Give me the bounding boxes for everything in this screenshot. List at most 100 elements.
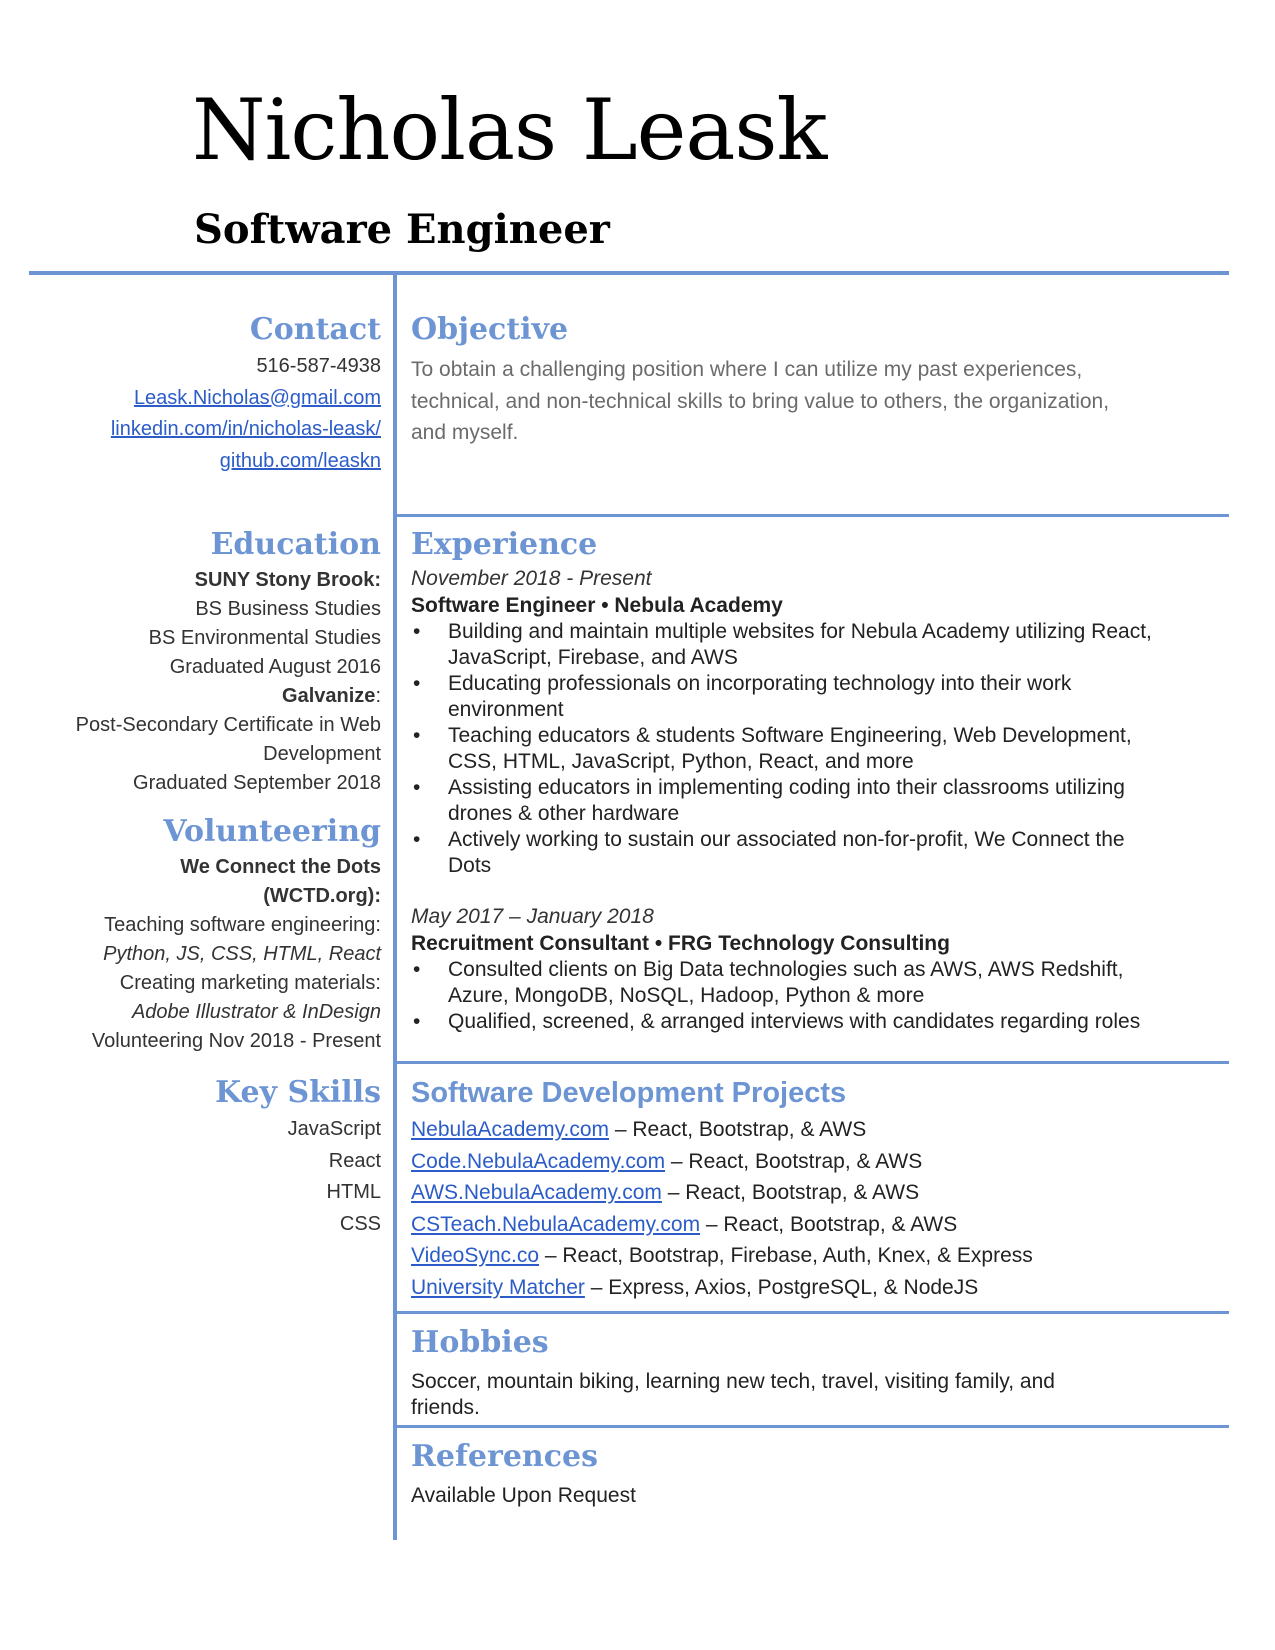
project-tech: – React, Bootstrap, & AWS (700, 1212, 958, 1236)
job-bullet: Teaching educators & students Software E… (411, 723, 1221, 775)
volunteering-org-line-1: We Connect the Dots (180, 856, 381, 878)
contact-phone: 516-587-4938 (256, 355, 381, 377)
job-bullets: Consulted clients on Big Data technologi… (411, 957, 1221, 1035)
skills-section: Key Skills JavaScript React HTML CSS (215, 1073, 381, 1240)
skill-item: CSS (339, 1212, 381, 1235)
objective-line: To obtain a challenging position where I… (411, 358, 1083, 381)
section-divider-references (397, 1425, 1229, 1428)
education-school-2-line: Galvanize: (76, 682, 381, 711)
project-tech: – React, Bootstrap, Firebase, Auth, Knex… (539, 1244, 1033, 1267)
bullet-line: Qualified, screened, & arranged intervie… (448, 1010, 1141, 1033)
resume-title: Software Engineer (194, 206, 610, 253)
section-divider-experience (397, 514, 1229, 517)
volunteering-section: Volunteering We Connect the Dots (WCTD.o… (92, 812, 381, 1056)
column-divider (393, 275, 397, 1540)
volunteering-line-4: Adobe Illustrator & InDesign (131, 1001, 381, 1023)
project-item: AWS.NebulaAcademy.com – React, Bootstrap… (411, 1177, 1221, 1209)
job-bullet: Assisting educators in implementing codi… (411, 775, 1221, 827)
header-divider (29, 271, 1229, 275)
skill-item: HTML (326, 1181, 381, 1203)
contact-email-link[interactable]: Leask.Nicholas@gmail.com (133, 386, 381, 409)
volunteering-line-2: Python, JS, CSS, HTML, React (103, 943, 381, 965)
hobbies-text: Soccer, mountain biking, learning new te… (411, 1369, 1221, 1421)
project-tech: – React, Bootstrap, & AWS (661, 1181, 920, 1204)
hobbies-line: friends. (411, 1396, 480, 1419)
hobbies-section: Hobbies Soccer, mountain biking, learnin… (411, 1323, 1221, 1421)
job-bullet: Educating professionals on incorporating… (411, 671, 1221, 723)
project-tech: – React, Bootstrap, & AWS (609, 1118, 867, 1141)
contact-github-link[interactable]: github.com/leaskn (219, 449, 381, 472)
objective-section: Objective To obtain a challenging positi… (411, 310, 1221, 449)
bullet-line: Azure, MongoDB, NoSQL, Hadoop, Python & … (448, 984, 925, 1007)
volunteering-line-3: Creating marketing materials: (119, 972, 381, 994)
education-grad-1: Graduated August 2016 (169, 656, 381, 678)
project-item: VideoSync.co – React, Bootstrap, Firebas… (411, 1240, 1221, 1272)
job-bullet: Actively working to sustain our associat… (411, 827, 1221, 879)
bullet-line: drones & other hardware (448, 802, 680, 825)
project-link[interactable]: CSTeach.NebulaAcademy.com (411, 1212, 701, 1236)
project-item: CSTeach.NebulaAcademy.com – React, Boots… (411, 1209, 1221, 1241)
experience-section: Experience November 2018 - Present Softw… (411, 525, 1221, 1035)
project-link[interactable]: AWS.NebulaAcademy.com (411, 1181, 662, 1204)
references-heading: References (411, 1439, 598, 1474)
projects-section: Software Development Projects NebulaAcad… (411, 1073, 1221, 1303)
objective-text: To obtain a challenging position where I… (411, 354, 1221, 449)
hobbies-line: Soccer, mountain biking, learning new te… (411, 1370, 1055, 1393)
job-role: Recruitment Consultant • FRG Technology … (411, 932, 950, 955)
contact-heading: Contact (249, 312, 381, 347)
bullet-line: JavaScript, Firebase, and AWS (448, 646, 738, 669)
bullet-line: Teaching educators & students Software E… (448, 724, 1132, 747)
education-section: Education SUNY Stony Brook: BS Business … (76, 525, 381, 798)
skills-heading: Key Skills (215, 1075, 381, 1110)
job-dates: November 2018 - Present (411, 567, 652, 590)
contact-linkedin-link[interactable]: linkedin.com/in/nicholas-leask/ (110, 418, 381, 440)
volunteering-org-line-2: (WCTD.org): (263, 885, 381, 907)
project-link[interactable]: VideoSync.co (411, 1244, 540, 1267)
project-tech: – React, Bootstrap, & AWS (665, 1149, 923, 1173)
project-item: NebulaAcademy.com – React, Bootstrap, & … (411, 1114, 1221, 1146)
job-bullet: Building and maintain multiple websites … (411, 619, 1221, 671)
projects-list: NebulaAcademy.com – React, Bootstrap, & … (411, 1114, 1221, 1303)
education-grad-2: Graduated September 2018 (133, 772, 381, 794)
hobbies-heading: Hobbies (411, 1325, 549, 1360)
contact-section: Contact 516-587-4938 Leask.Nicholas@gmai… (111, 310, 381, 477)
job-role: Software Engineer • Nebula Academy (411, 594, 783, 617)
skill-item: React (328, 1149, 381, 1172)
job-entry: November 2018 - Present Software Enginee… (411, 565, 1221, 879)
job-bullets: Building and maintain multiple websites … (411, 619, 1221, 879)
projects-heading: Software Development Projects (411, 1077, 847, 1109)
section-divider-projects (397, 1061, 1229, 1064)
bullet-line: Building and maintain multiple websites … (448, 620, 1152, 643)
job-bullet: Consulted clients on Big Data technologi… (411, 957, 1221, 1009)
project-item: University Matcher – Express, Axios, Pos… (411, 1272, 1221, 1304)
education-heading: Education (210, 527, 381, 562)
experience-heading: Experience (411, 527, 598, 562)
bullet-line: Dots (448, 854, 492, 877)
bullet-line: CSS, HTML, JavaScript, Python, React, an… (448, 750, 914, 773)
education-cert-line-2: Development (263, 743, 381, 765)
objective-line: technical, and non-technical skills to b… (411, 389, 1110, 413)
resume-name: Nicholas Leask (192, 81, 827, 179)
objective-line: and myself. (411, 421, 519, 444)
section-divider-hobbies (397, 1311, 1229, 1314)
education-school-2: Galvanize (282, 685, 376, 707)
bullet-line: Educating professionals on incorporating… (448, 672, 1072, 695)
project-link[interactable]: University Matcher (411, 1275, 585, 1299)
objective-heading: Objective (411, 312, 569, 347)
bullet-line: Assisting educators in implementing codi… (448, 776, 1125, 799)
references-section: References Available Upon Request (411, 1437, 1221, 1509)
bullet-line: Consulted clients on Big Data technologi… (448, 958, 1124, 981)
education-school-1: SUNY Stony Brook: (194, 569, 381, 591)
volunteering-line-5: Volunteering Nov 2018 - Present (91, 1030, 381, 1052)
education-school-2-colon: : (375, 685, 381, 707)
references-text: Available Upon Request (411, 1484, 636, 1507)
project-link[interactable]: NebulaAcademy.com (411, 1118, 610, 1141)
project-link[interactable]: Code.NebulaAcademy.com (411, 1149, 666, 1173)
education-cert-line-1: Post-Secondary Certificate in Web (75, 714, 381, 736)
volunteering-line-1: Teaching software engineering: (104, 914, 381, 936)
volunteering-heading: Volunteering (163, 814, 381, 849)
education-degree-2: BS Environmental Studies (148, 627, 381, 649)
bullet-line: Actively working to sustain our associat… (448, 828, 1125, 851)
job-dates: May 2017 – January 2018 (411, 905, 654, 928)
job-entry: May 2017 – January 2018 Recruitment Cons… (411, 903, 1221, 1035)
